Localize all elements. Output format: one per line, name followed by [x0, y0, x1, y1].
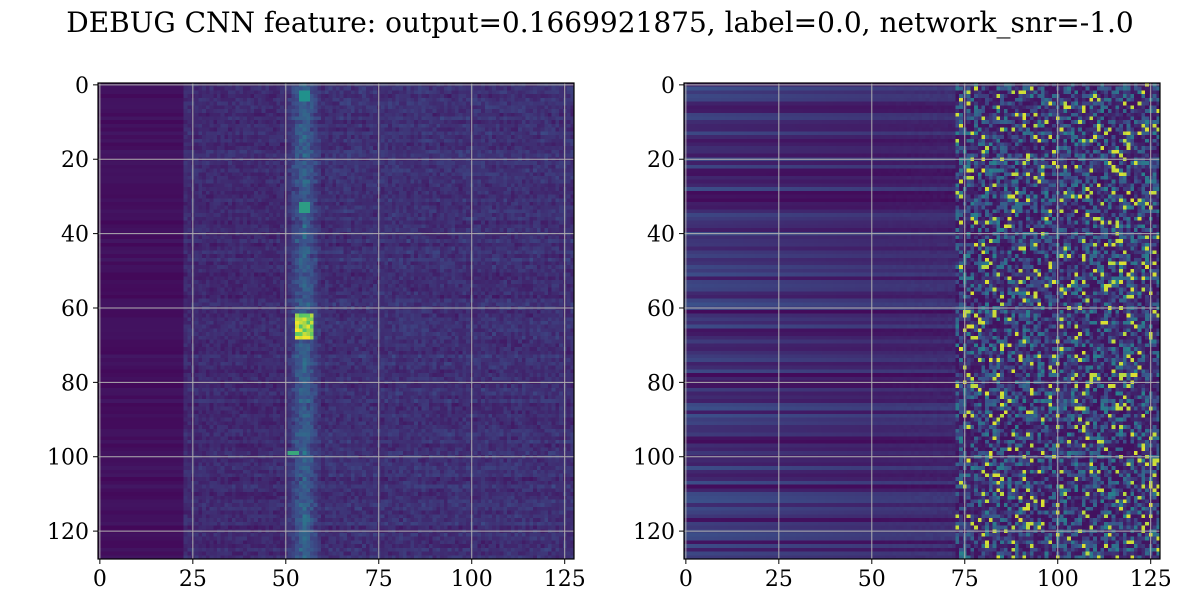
y-tick-label: 20 — [61, 148, 89, 173]
x-tick-label: 100 — [1037, 567, 1079, 592]
x-tick-label: 75 — [951, 567, 979, 592]
x-tick-label: 50 — [272, 567, 300, 592]
y-tick-label: 100 — [47, 446, 89, 471]
x-tick-label: 25 — [179, 567, 207, 592]
y-tick-label: 0 — [75, 74, 89, 99]
y-tick-label: 120 — [633, 520, 675, 545]
heatmap-cells — [98, 83, 574, 559]
heatmap-panel-2: 0 25 50 75 100 125 0 20 40 60 80 100 120 — [633, 74, 1172, 592]
x-tick-label: 0 — [93, 567, 107, 592]
x-tick-label: 125 — [1130, 567, 1172, 592]
x-tick-label: 0 — [679, 567, 693, 592]
y-tick-label: 80 — [61, 371, 89, 396]
y-tick-label: 100 — [633, 446, 675, 471]
y-tick-label: 40 — [61, 223, 89, 248]
heatmap-panel-1: 0 25 50 75 100 125 0 20 40 60 80 100 120 — [47, 74, 586, 592]
x-tick-label: 100 — [451, 567, 493, 592]
y-tick-label: 20 — [647, 148, 675, 173]
y-tick-label: 40 — [647, 223, 675, 248]
x-tick-label: 125 — [544, 567, 586, 592]
y-tick-label: 60 — [61, 297, 89, 322]
y-tick-label: 80 — [647, 371, 675, 396]
x-tick-label: 50 — [858, 567, 886, 592]
y-tick-label: 120 — [47, 520, 89, 545]
y-tick-label: 0 — [661, 74, 675, 99]
x-tick-label: 75 — [365, 567, 393, 592]
x-tick-label: 25 — [765, 567, 793, 592]
heatmap-cells — [684, 83, 1160, 559]
y-tick-label: 60 — [647, 297, 675, 322]
